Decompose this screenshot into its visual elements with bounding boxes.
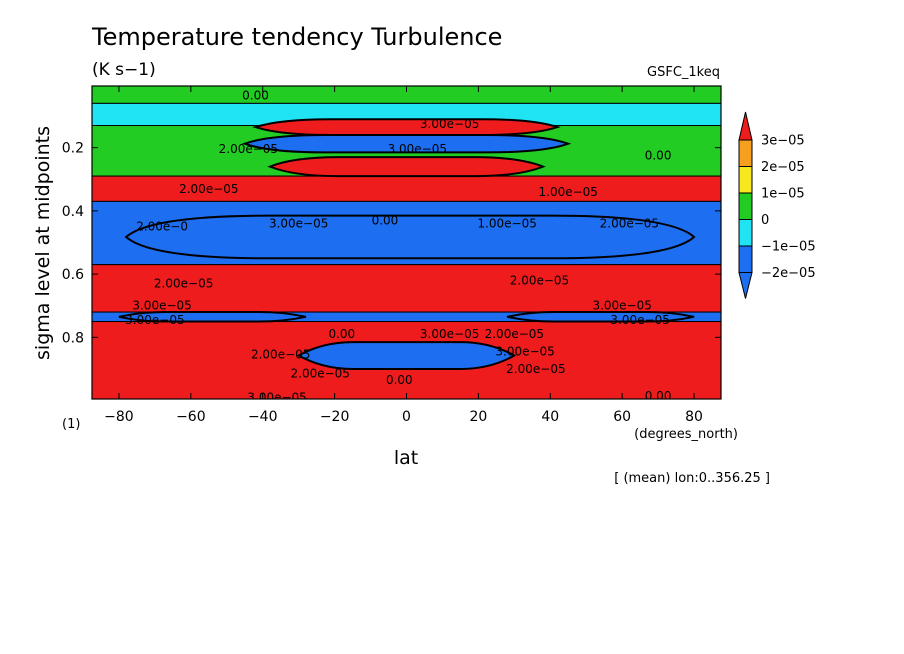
contour-label-26: 0.00 <box>645 389 672 403</box>
contour-label-24: 2.00e−05 <box>291 367 350 381</box>
colorbar-swatch-2 <box>738 166 753 194</box>
contour-label-7: 2.00e−0 <box>136 220 188 234</box>
contour-label-17: 3.00e−05 <box>610 313 669 327</box>
contour-label-16: 3.00e−05 <box>125 313 184 327</box>
colorbar-swatch-3 <box>738 192 753 220</box>
field-feature-6 <box>506 311 695 323</box>
field-feature-0 <box>252 118 561 137</box>
y-tick-label-2: 0.6 <box>62 267 84 283</box>
contour-label-13: 2.00e−05 <box>510 273 569 287</box>
footer-note: [ (mean) lon:0..356.25 ] <box>614 471 770 486</box>
y-tick-label-3: 0.8 <box>62 330 84 346</box>
x-tick-label-0: −80 <box>104 409 134 425</box>
contour-label-2: 3.00e−05 <box>388 142 447 156</box>
chart-title: Temperature tendency Turbulence <box>91 23 502 51</box>
contour-label-3: 2.00e−05 <box>219 142 278 156</box>
field-feature-2 <box>267 156 546 178</box>
contour-label-14: 3.00e−05 <box>132 299 191 313</box>
x-tick-label-7: 60 <box>613 409 631 425</box>
x-axis-label: lat <box>394 447 418 469</box>
field-feature-5 <box>118 311 307 323</box>
colorbar-bottom-arrow <box>738 272 753 299</box>
contour-label-9: 0.00 <box>372 213 399 227</box>
x-axis-units: (degrees_north) <box>634 427 738 442</box>
y-tick-label-0: 0.2 <box>62 141 84 157</box>
contour-label-0: 0.00 <box>242 88 269 102</box>
colorbar-label-2: 1e−05 <box>761 187 805 202</box>
contour-label-8: 3.00e−05 <box>269 217 328 231</box>
colorbar-label-0: 3e−05 <box>761 134 805 149</box>
contour-label-1: 3.00e−05 <box>420 117 479 131</box>
colorbar-top-arrow <box>738 111 753 141</box>
colorbar-swatch-5 <box>738 245 753 273</box>
colorbar-label-5: −2e−05 <box>761 266 816 281</box>
contour-label-5: 2.00e−05 <box>179 182 238 196</box>
x-tick-label-3: −20 <box>320 409 350 425</box>
plot-area: 0.003.00e−053.00e−052.00e−05 0.002.00e−05… <box>91 85 722 404</box>
field-feature-3 <box>124 214 696 260</box>
x-tick-label-6: 40 <box>541 409 559 425</box>
y-tick-label-1: 0.4 <box>62 204 84 220</box>
chart-units: (K s−1) <box>92 60 156 80</box>
x-tick-label-1: −60 <box>176 409 206 425</box>
x-tick-label-2: −40 <box>248 409 278 425</box>
field-feature-1 <box>241 134 572 154</box>
field-feature-4 <box>296 341 517 370</box>
y-axis-units: (1) <box>62 417 80 432</box>
colorbar-label-3: 0 <box>761 213 769 228</box>
contour-label-27: 3.00e−05 <box>247 390 306 404</box>
colorbar-label-4: −1e−05 <box>761 240 816 255</box>
contour-label-23: 2.00e−05 <box>506 362 565 376</box>
contour-label-19: 3.00e−05 <box>420 327 479 341</box>
contour-label-18: 0.00 <box>328 327 355 341</box>
x-axis: −80 −60 −40 −20 0 20 40 60 80 <box>104 86 703 425</box>
y-axis-label: sigma level at midpoints <box>32 126 54 360</box>
x-tick-label-8: 80 <box>685 409 703 425</box>
contour-label-20: 2.00e−05 <box>485 327 544 341</box>
contour-label-21: 3.00e−05 <box>495 345 554 359</box>
contour-label-15: 3.00e−05 <box>592 299 651 313</box>
contour-label-10: 1.00e−05 <box>477 217 536 231</box>
contour-label-12: 2.00e−05 <box>154 277 213 291</box>
contour-label-25: 0.00 <box>386 373 413 387</box>
colorbar-swatch-4 <box>738 219 753 247</box>
colorbar: 3e−05 2e−05 1e−05 0 −1e−05 −2e−05 <box>738 111 816 299</box>
colorbar-swatch-1 <box>738 139 753 167</box>
contour-label-4: 0.00 <box>645 149 672 163</box>
contour-label-22: 2.00e−05 <box>251 348 310 362</box>
dataset-label: GSFC_1keq <box>647 65 720 80</box>
x-tick-label-4: 0 <box>402 409 411 425</box>
contour-label-11: 2.00e−05 <box>600 217 659 231</box>
contour-label-6: 1.00e−05 <box>539 185 598 199</box>
x-tick-label-5: 20 <box>469 409 487 425</box>
colorbar-label-1: 2e−05 <box>761 160 805 175</box>
field-band-5 <box>92 264 721 313</box>
y-axis: 0.2 0.4 0.6 0.8 <box>62 141 721 346</box>
